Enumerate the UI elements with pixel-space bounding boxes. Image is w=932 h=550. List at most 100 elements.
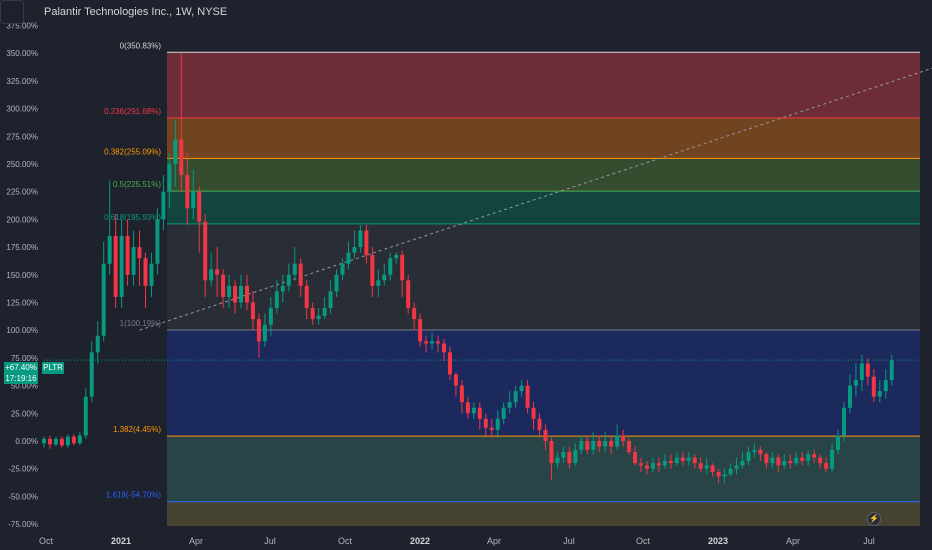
x-axis-tick-label: Apr — [189, 536, 203, 546]
y-axis-tick-label: 375.00% — [6, 22, 38, 31]
candle-body — [334, 274, 339, 292]
x-axis-tick-label: Oct — [39, 536, 54, 546]
candle-body — [400, 254, 405, 281]
candle-body — [501, 407, 506, 419]
candle-body — [830, 449, 835, 469]
candle-body — [191, 191, 196, 209]
candle-body — [113, 236, 118, 297]
candle-body — [197, 191, 202, 222]
candle-body — [280, 285, 285, 292]
candle-body — [734, 465, 739, 469]
candle-body — [543, 429, 548, 441]
candle-body — [477, 407, 482, 419]
candle-body — [716, 472, 721, 477]
symbol-tag: PLTR — [42, 362, 64, 374]
bar-countdown-label: 17:19:16 — [4, 373, 38, 384]
candle-body — [310, 308, 315, 320]
fib-zone — [167, 329, 920, 437]
candle-body — [131, 247, 136, 275]
candle-body — [561, 452, 566, 458]
candle-body — [441, 343, 446, 353]
fib-level-label: 0.618(195.93%) — [104, 213, 161, 222]
candle-body — [155, 219, 160, 264]
candle-body — [418, 319, 423, 342]
y-axis[interactable]: 375.00% 350.00% 325.00% 300.00% 275.00% 250.0… — [6, 22, 38, 530]
candle-body — [806, 454, 811, 461]
x-axis[interactable]: Oct 2021 Apr Jul Oct 2022 Apr Jul Oct 2023 Apr Jul — [39, 536, 875, 546]
candle-body — [304, 285, 309, 309]
candle-body — [656, 463, 661, 466]
candle-body — [459, 385, 464, 403]
fib-level-label: 1.618(-54.70%) — [106, 491, 161, 500]
y-axis-tick-label: 175.00% — [6, 243, 38, 252]
fib-zone — [167, 158, 920, 192]
candle-body — [782, 460, 787, 466]
candle-body — [83, 396, 88, 436]
candle-body — [603, 441, 608, 447]
candle-body — [650, 463, 655, 469]
y-axis-tick-label: 350.00% — [6, 49, 38, 58]
candle-body — [483, 418, 488, 428]
candle-body — [424, 341, 429, 344]
candle-body — [346, 252, 351, 264]
candle-body — [668, 460, 673, 464]
candle-body — [161, 191, 166, 220]
candle-body — [149, 263, 154, 286]
candle-body — [627, 441, 632, 453]
candle-body — [513, 391, 518, 403]
candle-body — [65, 436, 70, 446]
candle-body — [818, 457, 823, 464]
candle-body — [358, 230, 363, 248]
candle-body — [77, 435, 82, 444]
candle-body — [256, 319, 261, 342]
candle-body — [376, 280, 381, 286]
toolbar-toggle-button[interactable] — [0, 0, 24, 24]
candles-layer — [42, 53, 894, 484]
fib-level-label: 0(350.83%) — [120, 41, 162, 50]
candle-body — [722, 474, 727, 477]
fib-level-label: 0.5(225.51%) — [113, 180, 161, 189]
candle-body — [752, 449, 757, 453]
fib-level-label: 0.236(291.68%) — [104, 107, 161, 116]
y-axis-tick-label: -50.00% — [8, 492, 38, 501]
candle-body — [453, 374, 458, 386]
candle-body — [555, 457, 560, 464]
candle-body — [836, 435, 841, 450]
x-axis-tick-label: Jul — [264, 536, 276, 546]
candle-body — [352, 247, 357, 253]
candle-body — [573, 449, 578, 464]
candle-body — [227, 285, 232, 297]
candle-body — [167, 164, 172, 192]
candle-body — [883, 380, 888, 392]
candle-body — [268, 308, 273, 325]
candle-body — [430, 341, 435, 344]
lightning-icon[interactable]: ⚡ — [867, 512, 881, 526]
trend-line[interactable] — [139, 52, 932, 331]
y-axis-tick-label: 250.00% — [6, 160, 38, 169]
candle-body — [328, 291, 333, 309]
trend-line-layer[interactable] — [44, 52, 932, 361]
candle-body — [173, 139, 178, 164]
candle-body — [531, 407, 536, 419]
candle-body — [549, 441, 554, 464]
candle-body — [776, 457, 781, 466]
candle-body — [764, 454, 769, 464]
candle-body — [704, 465, 709, 469]
candle-body — [107, 236, 112, 264]
candle-body — [125, 236, 130, 275]
candle-body — [686, 457, 691, 461]
candle-body — [674, 457, 679, 464]
y-axis-tick-label: 300.00% — [6, 105, 38, 114]
candle-body — [662, 460, 667, 466]
x-axis-tick-label: Oct — [636, 536, 651, 546]
y-axis-tick-label: 50.00% — [11, 382, 38, 391]
candle-body — [824, 463, 829, 469]
fib-retracement-layer[interactable]: 0(350.83%) 0.236(291.68%) 0.382(255.09%) 0.… — [104, 41, 920, 526]
candle-body — [465, 402, 470, 414]
y-axis-tick-label: 0.00% — [15, 437, 38, 446]
candle-body — [644, 465, 649, 469]
candle-body — [471, 407, 476, 414]
x-axis-tick-label: Apr — [487, 536, 501, 546]
